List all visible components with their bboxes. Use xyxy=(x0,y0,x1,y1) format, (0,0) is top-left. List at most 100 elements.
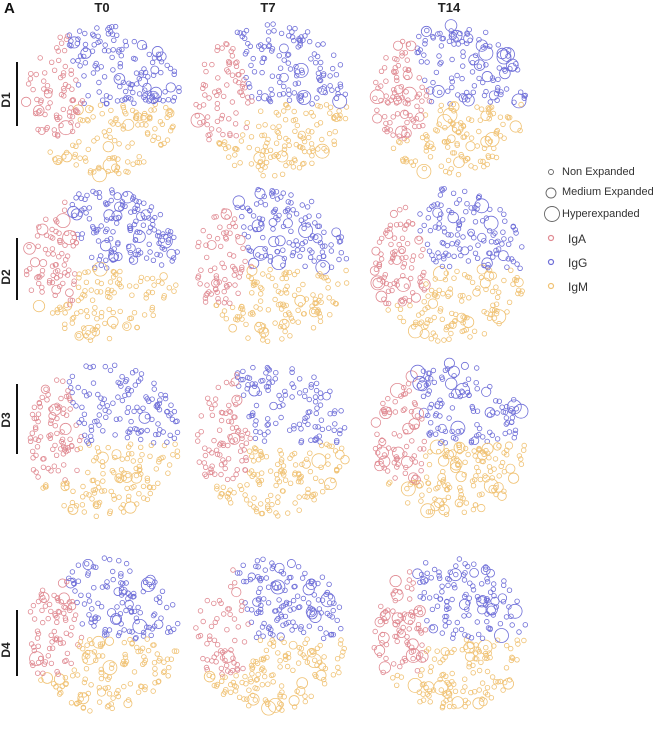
clone-point-igg xyxy=(158,262,165,268)
clone-point-igm xyxy=(481,331,488,337)
clone-point-igg xyxy=(289,381,295,387)
clone-point-igg xyxy=(298,217,304,223)
clone-point-igg xyxy=(103,209,115,221)
clone-point-iga xyxy=(418,467,424,474)
clone-point-igm xyxy=(53,673,66,685)
clone-point-igg xyxy=(274,235,286,247)
clone-point-iga xyxy=(233,132,239,139)
clone-point-igg xyxy=(321,84,327,90)
clone-point-igg xyxy=(143,255,150,261)
clone-point-igm xyxy=(477,158,484,164)
clone-point-iga xyxy=(224,214,230,220)
clone-point-iga xyxy=(389,209,398,218)
clone-point-igg xyxy=(490,586,496,592)
clone-point-iga xyxy=(212,265,218,271)
clone-point-igg xyxy=(436,89,443,96)
clone-point-iga xyxy=(218,471,224,478)
clone-point-iga xyxy=(403,443,410,450)
clone-point-iga xyxy=(208,623,215,630)
clone-point-iga xyxy=(234,467,240,473)
clone-point-igm xyxy=(470,482,477,489)
clone-point-igg xyxy=(476,75,482,82)
clone-point-igm xyxy=(314,645,321,651)
clone-point-iga xyxy=(392,399,398,405)
clone-point-igg xyxy=(90,225,97,231)
clone-point-igg xyxy=(311,258,317,264)
clone-point-igg xyxy=(66,379,73,385)
clone-point-iga xyxy=(48,432,54,438)
clone-point-igg xyxy=(138,72,144,78)
clone-point-igg xyxy=(141,44,148,50)
clone-point-igm xyxy=(452,311,459,318)
clone-point-igg xyxy=(265,29,272,35)
clone-point-igg xyxy=(464,201,470,207)
clone-point-igg xyxy=(92,615,98,622)
legend-label-iga: IgA xyxy=(568,232,587,246)
clone-point-igm xyxy=(115,476,122,482)
clone-point-igm xyxy=(102,685,108,691)
clone-point-igm xyxy=(84,642,90,648)
clone-point-iga xyxy=(402,70,413,81)
clone-point-igm xyxy=(521,637,527,644)
clone-point-igm xyxy=(469,279,476,286)
clone-point-iga xyxy=(410,118,417,124)
clone-point-igg xyxy=(480,565,491,576)
clone-point-igm xyxy=(295,319,301,325)
clone-point-igm xyxy=(105,676,111,683)
clone-point-igg xyxy=(481,257,493,269)
clone-point-igg xyxy=(437,192,444,198)
clone-point-igg xyxy=(81,73,87,79)
clone-point-igm xyxy=(311,496,317,503)
clone-point-iga xyxy=(223,379,230,386)
clone-point-igm xyxy=(54,306,60,313)
clone-point-iga xyxy=(248,263,254,270)
bubble-plot-d4-t0 xyxy=(27,555,181,714)
clone-point-igg xyxy=(268,236,280,248)
clone-point-igg xyxy=(322,89,328,96)
clone-point-iga xyxy=(30,86,36,93)
clone-point-iga xyxy=(378,455,391,468)
clone-point-igm xyxy=(125,472,131,479)
clone-point-igg xyxy=(435,425,441,432)
clone-point-igg xyxy=(430,367,437,374)
clone-point-igg xyxy=(273,420,279,427)
clone-point-igg xyxy=(98,604,105,610)
clone-point-igm xyxy=(445,289,454,298)
clone-point-igg xyxy=(456,556,463,562)
clone-point-igm xyxy=(148,107,154,113)
clone-point-igm xyxy=(483,644,489,651)
clone-point-iga xyxy=(45,104,51,111)
clone-point-igm xyxy=(110,492,117,499)
clone-point-igm xyxy=(312,491,318,497)
clone-point-igm xyxy=(136,159,142,166)
clone-point-igg xyxy=(109,187,115,193)
clone-point-igm xyxy=(323,102,330,108)
clone-point-igg xyxy=(266,367,273,373)
clone-point-igm xyxy=(484,655,490,661)
clone-point-igm xyxy=(407,481,413,488)
clone-point-igm xyxy=(141,110,148,117)
bubble-plot-d3-t0 xyxy=(27,362,181,519)
clone-point-igm xyxy=(98,675,105,682)
clone-point-igg xyxy=(266,42,273,49)
clone-point-igm xyxy=(203,670,216,683)
clone-point-iga xyxy=(391,431,397,437)
clone-point-igm xyxy=(110,121,116,127)
clone-point-igm xyxy=(486,650,493,656)
clone-point-igm xyxy=(109,155,116,161)
clone-point-iga xyxy=(213,275,220,281)
clone-point-igg xyxy=(313,435,320,441)
clone-point-igm xyxy=(448,330,454,337)
clone-point-igm xyxy=(332,128,338,135)
clone-point-iga xyxy=(409,586,415,592)
clone-point-igg xyxy=(81,601,88,607)
clone-point-iga xyxy=(391,661,397,667)
clone-point-igg xyxy=(247,208,253,214)
clone-point-igg xyxy=(109,190,116,196)
clone-point-igg xyxy=(424,570,430,576)
clone-point-igm xyxy=(104,289,111,296)
clone-point-igg xyxy=(434,603,441,609)
clone-point-igg xyxy=(158,615,164,621)
clone-point-igm xyxy=(170,123,176,129)
clone-point-igm xyxy=(467,334,473,340)
